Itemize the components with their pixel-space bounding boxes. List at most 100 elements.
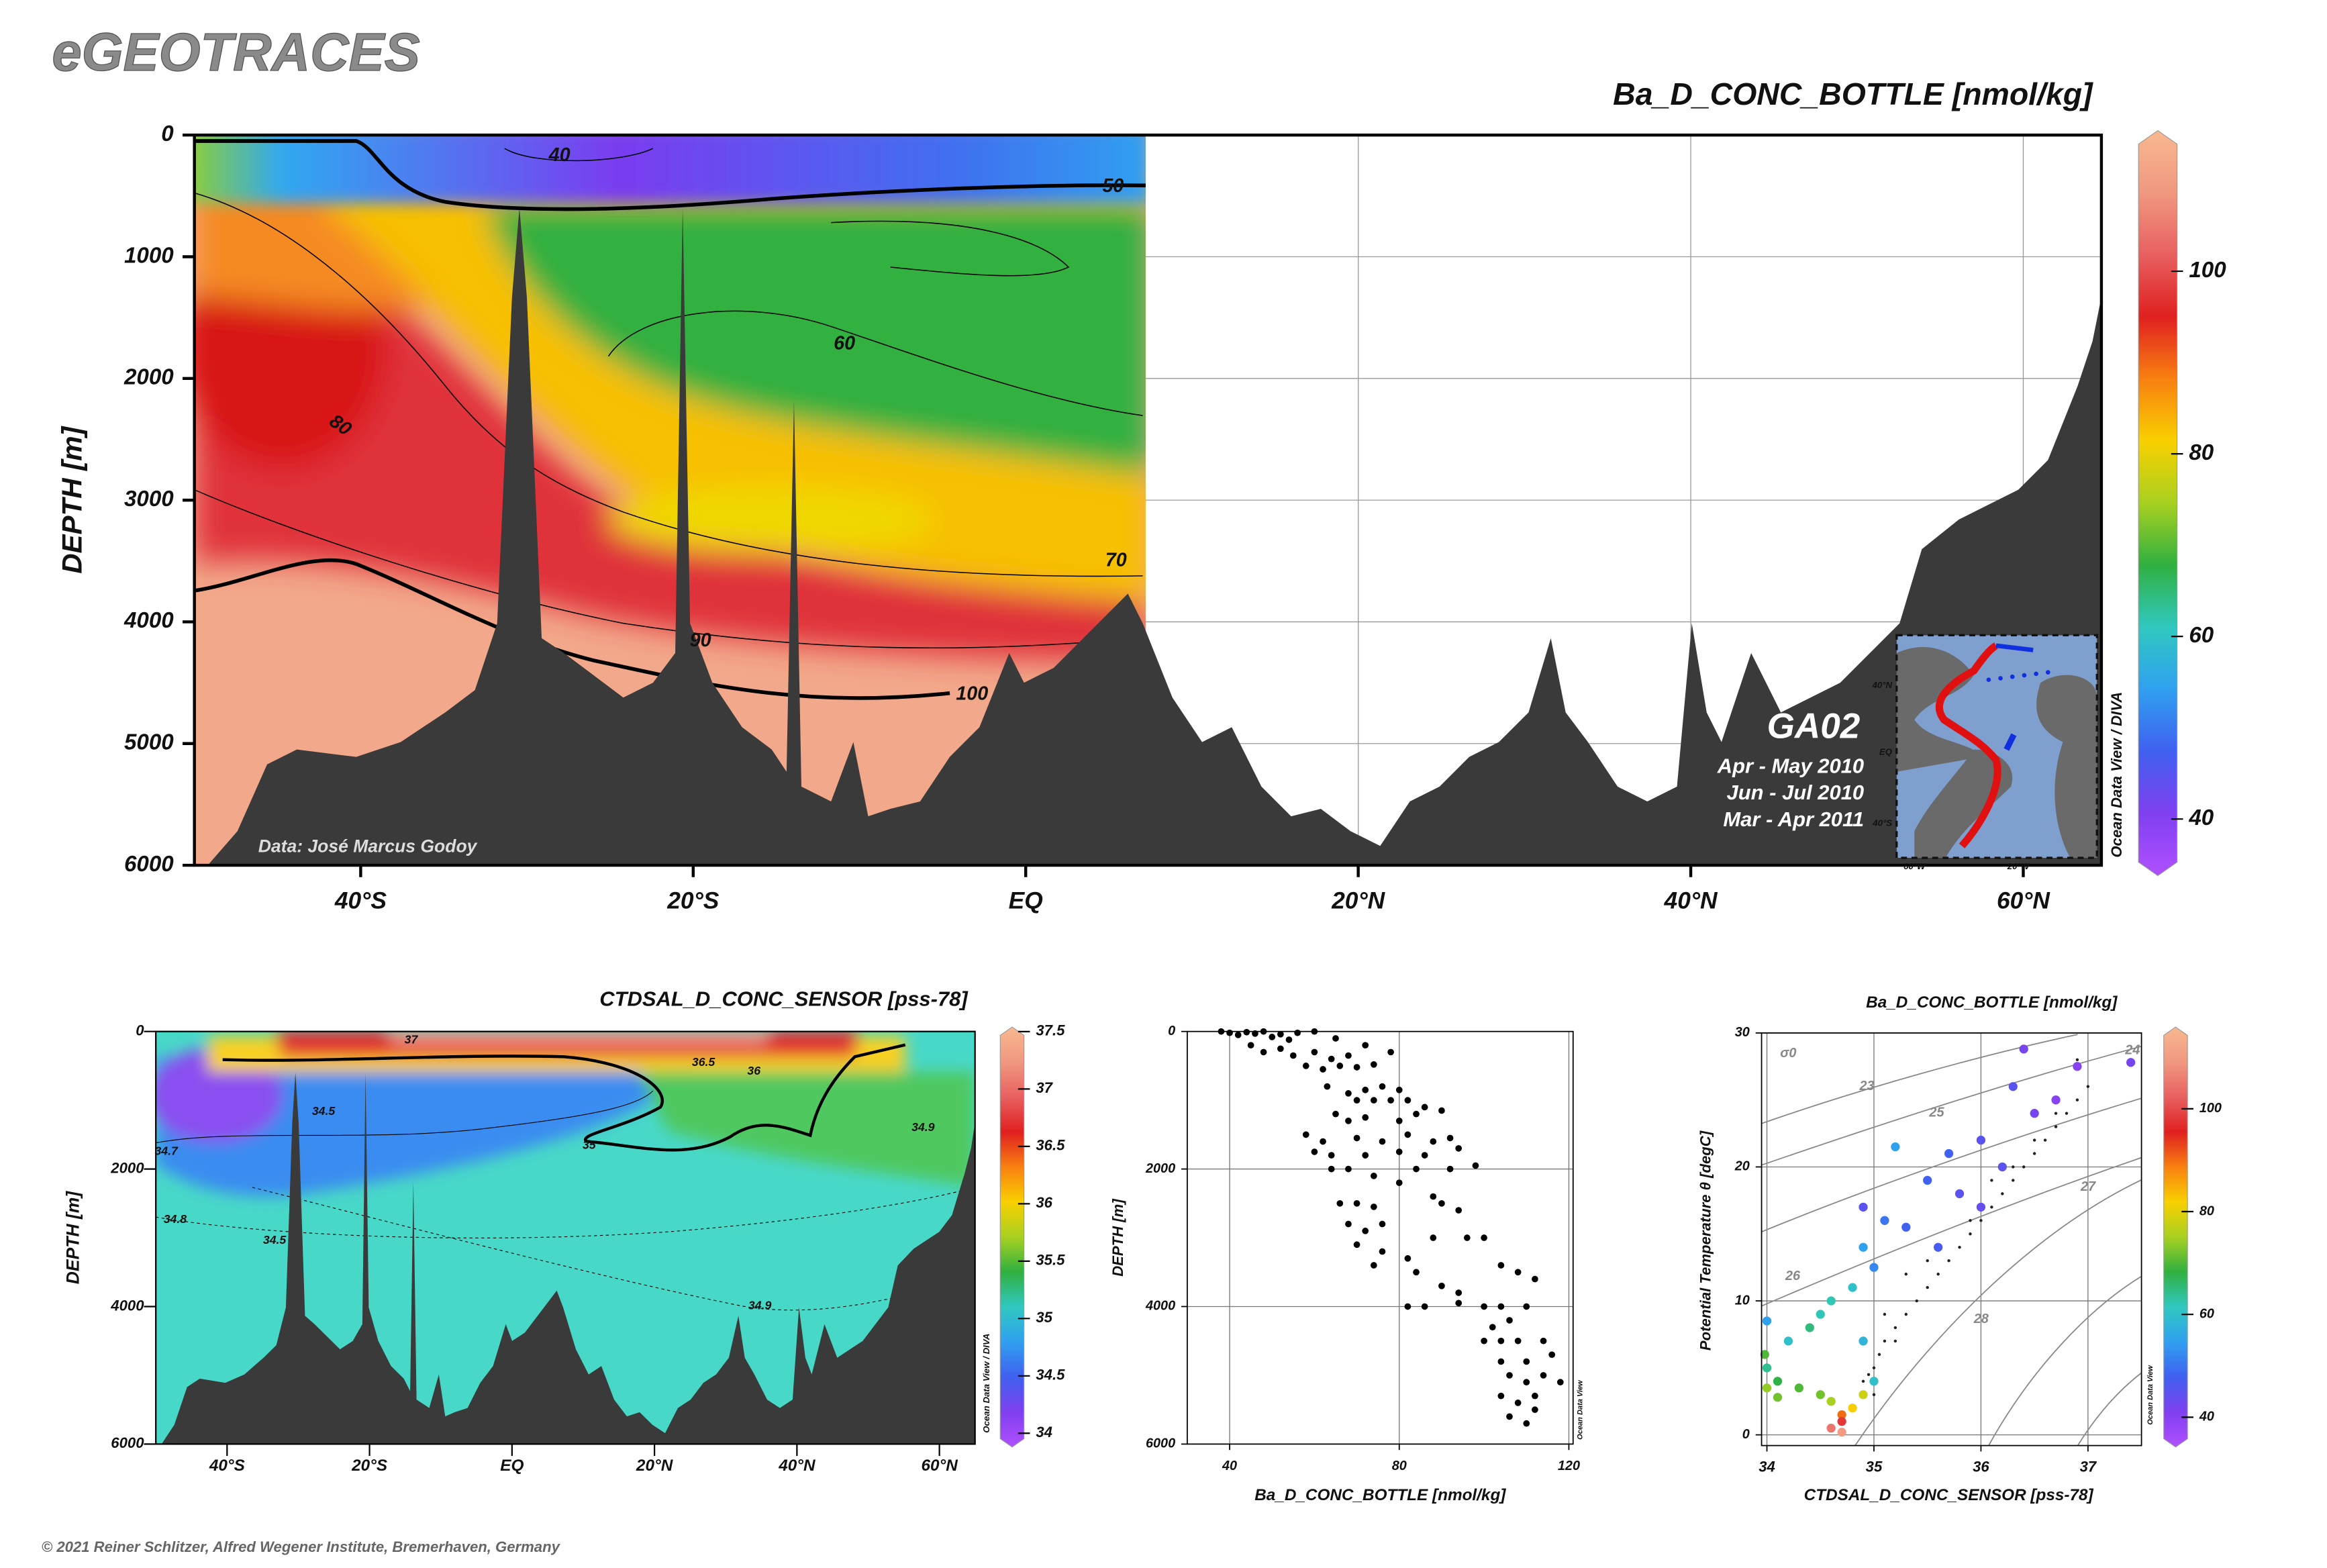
annotation: Ocean Data View bbox=[2146, 1365, 2155, 1425]
data-point bbox=[1514, 1269, 1522, 1276]
data-point bbox=[1455, 1300, 1463, 1307]
data-point bbox=[1826, 1296, 1836, 1306]
data-point bbox=[1773, 1393, 1783, 1402]
data-point bbox=[1869, 1377, 1879, 1386]
data-point bbox=[2019, 1044, 2028, 1054]
data-point bbox=[1302, 1131, 1309, 1138]
data-point bbox=[1404, 1255, 1412, 1262]
app-title: eGEOTRACES bbox=[52, 22, 419, 82]
data-point bbox=[1463, 1234, 1471, 1241]
data-point bbox=[2086, 1085, 2090, 1088]
data-point bbox=[1976, 1135, 1986, 1145]
data-point bbox=[1362, 1086, 1369, 1093]
x-tick-label: 20°N bbox=[636, 1457, 673, 1475]
x-tick-label: 40°N bbox=[778, 1457, 815, 1475]
annotation: Jun - Jul 2010 bbox=[1727, 781, 1865, 804]
x-tick-label: 20°N bbox=[1331, 888, 1385, 914]
data-point bbox=[2022, 1165, 2026, 1169]
plot-frame bbox=[1761, 1032, 2142, 1447]
data-point bbox=[1289, 1052, 1297, 1059]
data-point bbox=[1247, 1042, 1254, 1049]
colorbar-tick-label: 34 bbox=[1036, 1424, 1052, 1440]
data-point bbox=[1762, 1383, 1772, 1393]
data-point bbox=[1489, 1324, 1496, 1331]
contour-label: 34.5 bbox=[263, 1233, 287, 1246]
colorbar-tick-label: 40 bbox=[2199, 1410, 2214, 1424]
data-point bbox=[1805, 1323, 1814, 1332]
data-point bbox=[1540, 1337, 1547, 1344]
y-tick-label: 2000 bbox=[110, 1159, 144, 1176]
data-point bbox=[1915, 1299, 1918, 1303]
contour-label: 35 bbox=[583, 1138, 597, 1152]
x-tick-label: 20°S bbox=[351, 1457, 387, 1475]
colorbar-tick-label: 34.5 bbox=[1036, 1367, 1065, 1383]
plot-frame bbox=[1186, 1030, 1574, 1445]
data-point bbox=[1395, 1179, 1403, 1186]
data-point bbox=[1362, 1227, 1369, 1234]
data-point bbox=[1783, 1336, 1793, 1346]
colorbar-tick-label: 60 bbox=[2189, 623, 2214, 648]
data-point bbox=[1923, 1175, 1932, 1185]
data-point bbox=[2075, 1098, 2079, 1101]
y-tick-label: 2000 bbox=[1145, 1161, 1175, 1176]
data-point bbox=[1497, 1303, 1505, 1310]
y-tick-label: 30 bbox=[1735, 1025, 1750, 1040]
data-point bbox=[1794, 1383, 1804, 1393]
data-point bbox=[1816, 1390, 1825, 1400]
data-point bbox=[1990, 1206, 1993, 1209]
x-tick-label: 60°N bbox=[1997, 888, 2050, 914]
chart-title: CTDSAL_D_CONC_SENSOR [pss-78] bbox=[599, 987, 969, 1010]
y-tick-label: 6000 bbox=[1146, 1436, 1175, 1451]
data-point bbox=[1345, 1220, 1352, 1228]
x-tick-label: 120 bbox=[1558, 1459, 1580, 1473]
data-point bbox=[1877, 1353, 1881, 1357]
data-point bbox=[1472, 1162, 1479, 1169]
data-point bbox=[1506, 1413, 1513, 1420]
annotation: 60°W bbox=[1903, 861, 1926, 871]
data-point bbox=[1532, 1275, 1538, 1283]
colorbar-tick-label: 40 bbox=[2188, 805, 2214, 830]
y-tick-label: 3000 bbox=[124, 487, 174, 511]
data-point bbox=[1294, 1029, 1301, 1036]
data-point bbox=[1446, 1165, 1454, 1173]
x-axis-label: CTDSAL_D_CONC_SENSOR [pss-78] bbox=[1804, 1486, 2094, 1504]
data-point bbox=[1285, 1036, 1293, 1043]
data-point bbox=[1455, 1289, 1463, 1296]
data-point bbox=[1370, 1061, 1377, 1068]
data-point bbox=[1540, 1372, 1547, 1379]
data-point bbox=[1762, 1363, 1772, 1373]
data-point bbox=[1413, 1110, 1420, 1118]
data-point bbox=[1353, 1241, 1360, 1248]
data-point bbox=[1883, 1312, 1887, 1316]
colorbar-tick-label: 37 bbox=[1036, 1079, 1053, 1096]
plot-background bbox=[1187, 1031, 1573, 1444]
data-point bbox=[1332, 1110, 1339, 1118]
x-tick-label: 40°N bbox=[1664, 888, 1718, 914]
y-axis-label: DEPTH [m] bbox=[1109, 1199, 1126, 1277]
data-point bbox=[1387, 1097, 1394, 1104]
data-point bbox=[1438, 1107, 1445, 1114]
data-point bbox=[1869, 1263, 1879, 1272]
data-point bbox=[2030, 1109, 2039, 1118]
data-point bbox=[2065, 1112, 2069, 1115]
data-point bbox=[1826, 1397, 1836, 1406]
data-point bbox=[1773, 1377, 1783, 1386]
data-point bbox=[1345, 1090, 1352, 1097]
data-point bbox=[1362, 1042, 1369, 1049]
salinity-field bbox=[156, 1031, 975, 1444]
data-point bbox=[1370, 1204, 1377, 1210]
data-point bbox=[1481, 1234, 1487, 1241]
x-tick-label: 40°S bbox=[334, 888, 387, 914]
contour-label: σ0 bbox=[1780, 1046, 1796, 1061]
data-point bbox=[1893, 1339, 1897, 1343]
data-point bbox=[1311, 1148, 1318, 1155]
data-point bbox=[1891, 1142, 1900, 1152]
x-tick-label: 40°S bbox=[209, 1457, 245, 1475]
contour-label: 36.5 bbox=[692, 1055, 716, 1069]
y-tick-label: 0 bbox=[136, 1022, 144, 1039]
density-isolines bbox=[1761, 1034, 2142, 1447]
data-point bbox=[2073, 1062, 2082, 1071]
plot-background bbox=[1761, 1032, 2142, 1446]
